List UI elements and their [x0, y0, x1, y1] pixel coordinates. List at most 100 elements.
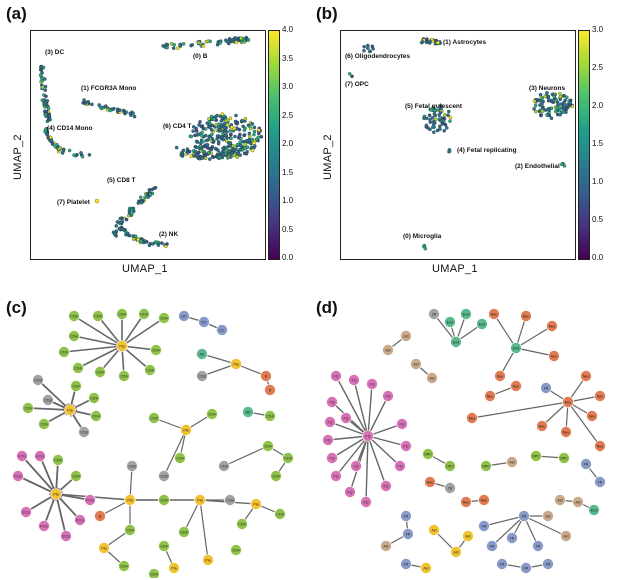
graph-node-label: Neu: [497, 375, 504, 379]
cluster-b-point: [208, 39, 212, 44]
graph-node-label: Neu: [469, 417, 476, 421]
graph-edge: [73, 315, 123, 347]
graph-edge: [21, 455, 57, 495]
graph-node-label: Neu: [597, 445, 604, 449]
graph-node: FQ: [340, 412, 352, 424]
cluster-dc-point: [48, 117, 52, 122]
graph-edge: [367, 435, 401, 467]
cluster-neuron-point: [547, 113, 552, 118]
graph-node-label: FR: [404, 563, 409, 567]
panel-label-b: (b): [316, 4, 338, 23]
cluster-neuron-point: [549, 116, 554, 120]
graph-edge: [327, 433, 369, 441]
cluster-cd4t-point: [247, 134, 252, 139]
graph-node: OPC: [480, 460, 492, 472]
cluster-cd4t-point: [211, 155, 216, 160]
graph-node-label: FQ: [334, 475, 339, 479]
graph-node: Neu: [536, 420, 548, 432]
cluster-label-a-7: (7) Platelet: [57, 199, 90, 206]
graph-node: FQ: [326, 452, 338, 464]
cluster-cd4t-point: [250, 148, 255, 153]
graph-node: Neu: [560, 426, 572, 438]
cluster-fq-point: [432, 112, 437, 116]
graph-node-label: Ast: [509, 461, 514, 465]
cluster-cd4t-point: [218, 128, 222, 133]
cluster-cd4t-point: [247, 131, 252, 136]
cluster-cd14-point: [87, 153, 92, 157]
graph-node: Neu: [494, 370, 506, 382]
graph-node-label: CD4: [146, 369, 153, 373]
cluster-cd4t-point: [203, 133, 208, 138]
cluster-dc-point: [43, 88, 48, 92]
graph-node: FR: [580, 458, 592, 470]
cluster-cd8t-point: [139, 200, 144, 204]
graph-edge: [471, 400, 569, 419]
graph-node-label: Neu: [583, 375, 590, 379]
graph-node: FQ: [324, 416, 336, 428]
graph-node-label: FR: [522, 515, 527, 519]
graph-node: FR: [506, 532, 518, 544]
graph-node: CD4: [144, 364, 156, 376]
cluster-cd4t-point: [229, 155, 233, 159]
cluster-cd4t-point: [180, 151, 185, 156]
cluster-fcgr3a-point: [118, 108, 122, 112]
cluster-neuron-point: [564, 105, 569, 110]
graph-node: CD4: [158, 312, 170, 324]
cluster-neuron-point: [540, 109, 545, 114]
graph-node-label: DC: [219, 329, 225, 333]
cluster-oligo-point: [362, 44, 366, 49]
graph-node: FR: [478, 520, 490, 532]
cluster-nk-point: [147, 243, 152, 248]
cluster-fq-point: [446, 113, 450, 117]
cluster-cd4t-point: [224, 133, 228, 137]
graph-node-label: FR: [482, 525, 487, 529]
graph-node-label: FR: [536, 545, 541, 549]
graph-node: CD4: [22, 402, 34, 414]
graph-node-label: CD4: [60, 351, 67, 355]
cluster-cd4t-point: [201, 126, 205, 131]
graph-node: CD4: [148, 568, 160, 578]
graph-node: FQ: [322, 434, 334, 446]
graph-node-label: CD4: [160, 317, 167, 321]
graph-edge: [201, 353, 237, 366]
cluster-fcgr3a-point: [108, 108, 112, 113]
cluster-cd4t-point: [204, 138, 209, 143]
cluster-fq-point: [432, 125, 436, 129]
cluster-cd8t-point: [124, 217, 129, 222]
graph-node-label: Ast: [383, 545, 388, 549]
graph-node-label: CD4: [74, 367, 81, 371]
cluster-cd4t-point: [235, 155, 240, 159]
graph-node: CD4: [118, 370, 130, 382]
graph-node: FR: [594, 476, 606, 488]
cluster-cd4t-point: [189, 154, 193, 158]
graph-node: CD4: [52, 454, 64, 466]
graph-node-label: FQ: [348, 491, 353, 495]
graph-node: Ast: [542, 510, 554, 522]
graph-node: CD8: [78, 426, 90, 438]
graph-node: CD4: [70, 380, 82, 392]
graph-node-label: CD8: [226, 499, 233, 503]
cluster-label-b-2: (2) Endothelial: [515, 163, 560, 170]
graph-node: CD4: [68, 310, 80, 322]
graph-node: CD8: [32, 374, 44, 386]
colorbar-a: [268, 30, 280, 260]
cluster-cd4t-point: [209, 147, 213, 152]
graph-node: Ast: [450, 546, 462, 558]
cluster-fr-point: [447, 148, 452, 152]
graph-node: FQ: [366, 378, 378, 390]
cluster-nk-point: [165, 242, 169, 246]
graph-edge: [367, 423, 403, 438]
graph-node-label: FQ: [364, 501, 369, 505]
cluster-cd14-point: [72, 153, 76, 157]
graph-node-label: Pla: [119, 345, 124, 349]
colorbar-tick-label: 1.0: [592, 177, 604, 186]
cluster-astro-point: [425, 37, 429, 41]
graph-node: End: [476, 318, 488, 330]
cluster-cd4t-point: [186, 151, 190, 155]
cluster-nk-point: [145, 240, 149, 244]
graph-node-label: Neu: [513, 385, 520, 389]
graph-node-label: CD4: [232, 549, 239, 553]
graph-node-label: Pla: [127, 499, 132, 503]
graph-node: CD4: [270, 470, 282, 482]
cluster-neuron-point: [558, 94, 563, 99]
